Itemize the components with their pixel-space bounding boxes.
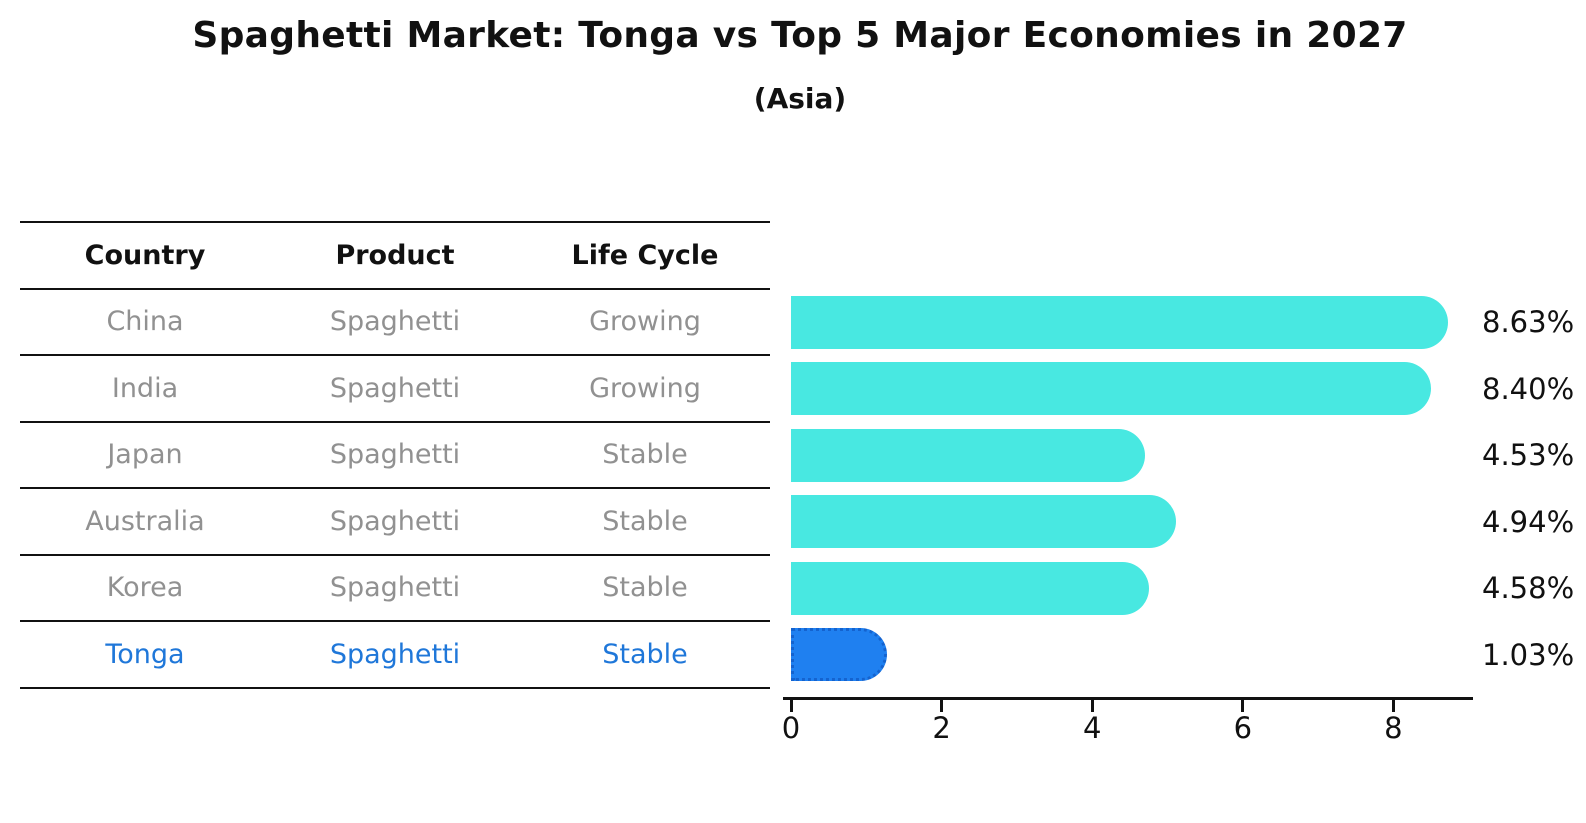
x-axis-tick <box>789 700 793 712</box>
bar-value-label: 8.63% <box>1482 305 1575 339</box>
life-cycle-cell: Stable <box>602 505 688 537</box>
life-cycle-cell: Growing <box>589 306 701 338</box>
x-axis-tick <box>1241 700 1245 712</box>
value-bar <box>791 495 1176 548</box>
value-bar <box>791 561 1149 615</box>
life-cycle-cell: Growing <box>589 372 701 404</box>
country-cell: China <box>106 306 184 338</box>
x-axis-tick <box>1090 700 1094 712</box>
product-cell: Spaghetti <box>329 638 461 670</box>
column-header-country: Country <box>84 239 206 271</box>
country-cell: Korea <box>106 572 184 604</box>
x-axis-tick-label: 4 <box>1082 711 1102 745</box>
table-row: India Spaghetti Growing <box>20 356 770 423</box>
chart-subtitle: (Asia) <box>753 82 847 115</box>
x-axis-tick <box>1391 700 1395 712</box>
product-cell: Spaghetti <box>329 572 461 604</box>
country-cell: Tonga <box>105 638 185 670</box>
country-cell: Australia <box>85 505 205 537</box>
table-row: Japan Spaghetti Stable <box>20 423 770 489</box>
x-axis-tick-label: 6 <box>1233 711 1253 745</box>
country-cell: Japan <box>107 439 183 471</box>
life-cycle-cell: Stable <box>602 572 688 604</box>
product-cell: Spaghetti <box>329 505 461 537</box>
bar-value-label: 4.94% <box>1482 504 1575 539</box>
x-axis-tick-label: 2 <box>932 711 951 745</box>
life-cycle-cell: Stable <box>602 439 688 471</box>
column-header-life-cycle: Life Cycle <box>571 239 719 271</box>
bar-value-label: 8.40% <box>1482 371 1575 406</box>
table-header-row: Country Product Life Cycle <box>20 223 770 290</box>
product-cell: Spaghetti <box>329 439 461 471</box>
bar-value-label: 1.03% <box>1482 637 1575 672</box>
value-bar <box>791 362 1431 415</box>
value-bar <box>791 428 1145 482</box>
product-cell: Spaghetti <box>329 372 461 404</box>
x-axis-tick-label: 0 <box>781 711 801 745</box>
x-axis-tick-label: 8 <box>1384 711 1403 745</box>
table-row: Tonga Spaghetti Stable <box>20 622 770 689</box>
bar-value-label: 4.53% <box>1482 438 1575 472</box>
value-bar <box>791 628 887 681</box>
life-cycle-cell: Stable <box>602 638 688 670</box>
column-header-product: Product <box>335 239 455 271</box>
chart-title: Spaghetti Market: Tonga vs Top 5 Major E… <box>192 15 1408 56</box>
x-axis-tick <box>940 700 944 712</box>
bar-value-label: 4.58% <box>1482 571 1575 605</box>
table-row: China Spaghetti Growing <box>20 290 770 356</box>
country-cell: India <box>111 372 179 404</box>
table-row: Korea Spaghetti Stable <box>20 556 770 622</box>
country-table: Country Product Life Cycle China Spaghet… <box>20 221 770 689</box>
x-axis-line <box>783 697 1473 700</box>
product-cell: Spaghetti <box>329 306 461 338</box>
table-row: Australia Spaghetti Stable <box>20 489 770 556</box>
value-bar <box>791 295 1448 349</box>
